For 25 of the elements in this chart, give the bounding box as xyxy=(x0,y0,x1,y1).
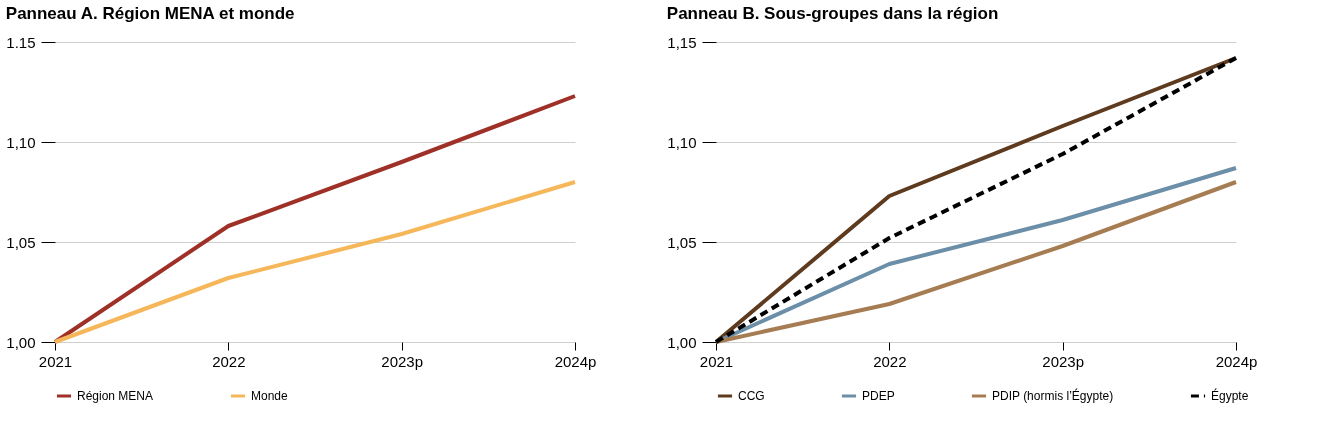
legend-label: Région MENA xyxy=(77,389,154,403)
y-tick-label: 1,00 xyxy=(667,333,697,351)
x-tick-label: 2023p xyxy=(1042,352,1085,370)
y-tick-label: 1,10 xyxy=(6,133,36,151)
x-tick-label: 2021 xyxy=(38,352,73,370)
legend-label: Monde xyxy=(251,389,289,403)
y-tick-label: 1,15 xyxy=(667,33,697,51)
x-tick-label: 2022 xyxy=(212,352,246,370)
legend-label: Égypte xyxy=(1211,388,1249,403)
y-tick-label: 1,10 xyxy=(667,133,697,151)
chart-title: Panneau A. Région MENA et monde xyxy=(5,4,295,23)
chart-title: Panneau B. Sous-groupes dans la région xyxy=(666,4,999,23)
x-tick-label: 2023p xyxy=(381,352,424,370)
y-tick-label: 1.15 xyxy=(6,33,36,51)
x-tick-label: 2021 xyxy=(699,352,734,370)
y-tick-label: 1,00 xyxy=(6,333,36,351)
x-tick-label: 2022 xyxy=(873,352,907,370)
y-tick-label: 1,05 xyxy=(6,233,36,251)
x-tick-label: 2024p xyxy=(1215,352,1258,370)
x-tick-label: 2024p xyxy=(554,352,597,370)
legend-label: PDEP xyxy=(862,389,895,403)
legend-label: CCG xyxy=(738,389,765,403)
line-series xyxy=(53,180,577,344)
legend-label: PDIP (hormis l’Égypte) xyxy=(992,388,1114,403)
y-tick-label: 1,05 xyxy=(667,233,697,251)
